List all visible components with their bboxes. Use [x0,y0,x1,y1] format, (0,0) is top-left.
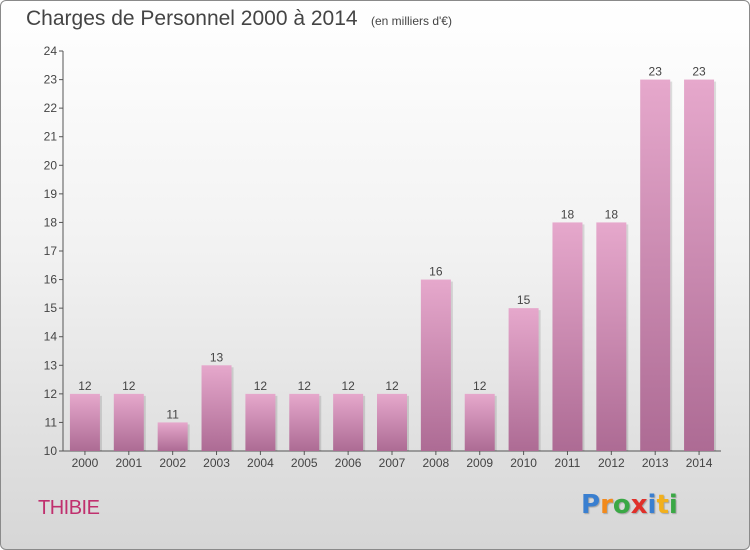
bar [420,279,451,451]
logo-letter: r [600,490,613,520]
logo-letter: o [612,490,631,520]
bar-value-label: 12 [473,379,487,393]
x-tick-label: 2008 [423,456,450,470]
logo-letter: i [647,490,657,520]
bar [157,422,188,451]
x-tick-label: 2012 [598,456,625,470]
bar [113,393,144,451]
x-tick-label: 2001 [115,456,142,470]
y-tick-label: 18 [44,215,58,229]
x-tick-label: 2005 [291,456,318,470]
x-tick-label: 2002 [159,456,186,470]
logo-letter: t [656,490,669,520]
y-tick-label: 23 [44,73,58,87]
x-tick-label: 2004 [247,456,274,470]
chart-subtitle: (en milliers d'€) [371,14,452,28]
bar-value-label: 23 [692,65,706,79]
bar-value-label: 11 [166,407,179,421]
y-tick-label: 13 [44,358,58,372]
x-tick-label: 2006 [335,456,362,470]
bar-value-label: 13 [210,350,224,364]
x-tick-label: 2000 [72,456,99,470]
y-tick-label: 10 [44,444,58,458]
bar-value-label: 12 [254,379,268,393]
y-tick-label: 14 [44,330,58,344]
bar [640,79,671,452]
bar [508,308,539,451]
bar-value-label: 15 [517,293,531,307]
bar [596,222,627,451]
x-tick-label: 2010 [510,456,537,470]
y-tick-label: 19 [44,187,58,201]
x-tick-label: 2011 [555,456,581,470]
y-tick-label: 21 [44,130,58,144]
bar [289,393,320,451]
bar-value-label: 12 [122,379,136,393]
x-tick-label: 2014 [686,456,713,470]
bar [69,393,100,451]
bar-value-label: 18 [605,207,619,221]
y-tick-label: 16 [44,273,58,287]
commune-label: THIBIE [38,497,100,519]
bar [201,365,232,451]
bar-value-label: 23 [649,65,663,79]
y-tick-label: 20 [44,158,58,172]
x-tick-label: 2003 [203,456,230,470]
bar-value-label: 12 [385,379,399,393]
bar [464,393,495,451]
y-tick-label: 12 [44,387,58,401]
bar [684,79,715,452]
bar-value-label: 16 [429,265,443,279]
x-tick-label: 2007 [379,456,406,470]
y-tick-label: 17 [44,244,58,258]
logo-letter: x [630,490,648,520]
bar-value-label: 12 [298,379,312,393]
bar-value-label: 12 [78,379,92,393]
bar-value-label: 18 [561,207,575,221]
logo-letter: P [581,490,601,520]
bar [245,393,276,451]
y-tick-label: 22 [44,101,58,115]
y-tick-label: 11 [45,415,58,429]
bar [333,393,364,451]
bar [377,393,407,451]
y-tick-label: 24 [44,44,58,58]
x-tick-label: 2013 [642,456,669,470]
logo-letter: i [668,490,678,520]
y-tick-label: 15 [44,301,58,315]
bar [552,222,583,451]
x-tick-label: 2009 [466,456,493,470]
proxiti-logo[interactable]: Proxiti [581,490,678,520]
bar-value-label: 12 [341,379,355,393]
chart-title: Charges de Personnel 2000 à 2014 [26,7,358,30]
